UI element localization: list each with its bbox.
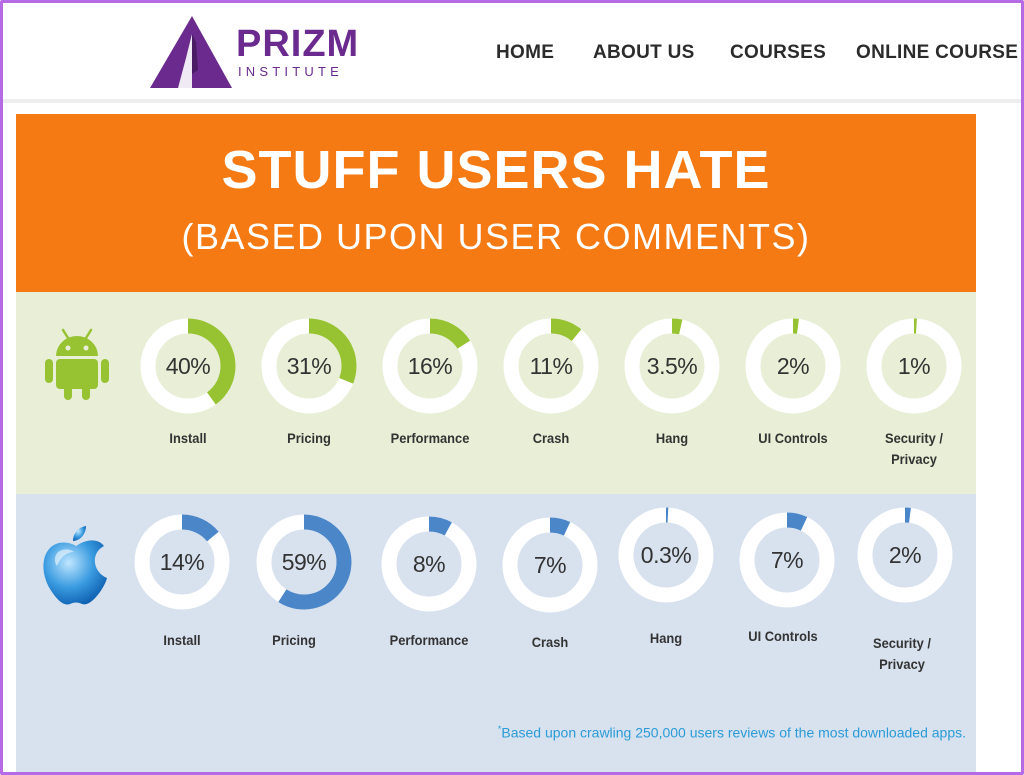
android-icon — [45, 328, 109, 400]
android-install-label: Install — [169, 430, 207, 446]
android-performance-label: Performance — [390, 430, 470, 446]
apple-donut-security-privacy: 2% — [857, 507, 953, 603]
android-donut-ui-controls: 2% — [745, 318, 841, 414]
android-donut-performance-chart — [382, 318, 478, 414]
android-donut-pricing: 31% — [261, 318, 357, 414]
apple-donut-performance-chart — [381, 516, 477, 612]
android-hang-percent: 3.5% — [646, 353, 698, 379]
android-donut-install: 40% — [140, 318, 236, 414]
android-hang-label: Hang — [655, 430, 689, 446]
logo-name: PRIZM — [236, 23, 360, 65]
apple-donut-ui-controls: 7% — [739, 512, 835, 608]
apple-donut-security-privacy-chart — [857, 507, 953, 603]
apple-donut-performance: 8% — [381, 516, 477, 612]
apple-hang-label: Hang — [649, 630, 683, 646]
android-security-privacy-label: Security / Privacy — [885, 430, 943, 467]
nav-home[interactable]: HOME — [496, 42, 555, 63]
nav-about-us[interactable]: ABOUT US — [593, 42, 695, 63]
nav-courses[interactable]: COURSES — [730, 42, 827, 63]
apple-ui-controls-percent: 7% — [770, 547, 804, 573]
apple-performance-label: Performance — [389, 632, 469, 648]
infographic: STUFF USERS HATE (BASED UPON USER COMMEN… — [16, 114, 976, 772]
apple-pricing-percent: 59% — [281, 549, 327, 575]
apple-security-privacy-label: Security / Privacy — [873, 635, 931, 672]
android-donut-install-chart — [140, 318, 236, 414]
infographic-subtitle: (BASED UPON USER COMMENTS) — [181, 216, 811, 257]
apple-performance-percent: 8% — [412, 551, 446, 577]
footnote: *Based upon crawling 250,000 users revie… — [386, 720, 966, 742]
android-performance-percent: 16% — [407, 353, 453, 379]
apple-donut-hang-chart — [618, 507, 714, 603]
apple-pricing-label: Pricing — [272, 632, 316, 648]
apple-hang-percent: 0.3% — [640, 542, 692, 568]
android-donut-performance: 16% — [382, 318, 478, 414]
apple-donut-pricing: 59% — [256, 514, 352, 610]
apple-security-privacy-percent: 2% — [888, 542, 922, 568]
android-donut-hang: 3.5% — [624, 318, 720, 414]
apple-donut-ui-controls-chart — [739, 512, 835, 608]
android-donut-ui-controls-chart — [745, 318, 841, 414]
android-crash-label: Crash — [532, 430, 570, 446]
prizm-logo[interactable]: PRIZM INSTITUTE — [148, 14, 368, 90]
android-donut-crash-chart — [503, 318, 599, 414]
logo-subtitle: INSTITUTE — [238, 64, 343, 79]
apple-donut-install: 14% — [134, 514, 230, 610]
apple-install-percent: 14% — [159, 549, 205, 575]
android-pricing-label: Pricing — [287, 430, 331, 446]
infographic-banner: STUFF USERS HATE (BASED UPON USER COMMEN… — [16, 114, 976, 292]
infographic-title: STUFF USERS HATE — [221, 140, 771, 200]
apple-crash-percent: 7% — [533, 552, 567, 578]
apple-install-label: Install — [163, 632, 201, 648]
android-pricing-percent: 31% — [286, 353, 332, 379]
apple-donut-pricing-chart — [256, 514, 352, 610]
footnote-text: Based upon crawling 250,000 users review… — [501, 724, 966, 741]
apple-donut-install-chart — [134, 514, 230, 610]
apple-crash-label: Crash — [531, 634, 569, 650]
apple-donut-crash-chart — [502, 517, 598, 613]
android-donut-hang-chart — [624, 318, 720, 414]
prizm-triangle-icon — [150, 16, 232, 88]
android-crash-percent: 11% — [529, 353, 573, 379]
header-divider — [3, 99, 1021, 103]
apple-donut-crash: 7% — [502, 517, 598, 613]
android-donut-pricing-chart — [261, 318, 357, 414]
apple-donut-hang: 0.3% — [618, 507, 714, 603]
footnote-mark: * — [497, 724, 502, 734]
android-donut-security-privacy-chart — [866, 318, 962, 414]
android-donut-security-privacy: 1% — [866, 318, 962, 414]
apple-icon — [43, 526, 107, 605]
android-security-privacy-percent: 1% — [897, 353, 931, 379]
nav-online-course[interactable]: ONLINE COURSE — [856, 42, 1019, 63]
apple-ui-controls-label: UI Controls — [748, 628, 818, 644]
android-donut-crash: 11% — [503, 318, 599, 414]
android-install-percent: 40% — [165, 353, 211, 379]
android-ui-controls-percent: 2% — [776, 353, 810, 379]
android-ui-controls-label: UI Controls — [758, 430, 828, 446]
